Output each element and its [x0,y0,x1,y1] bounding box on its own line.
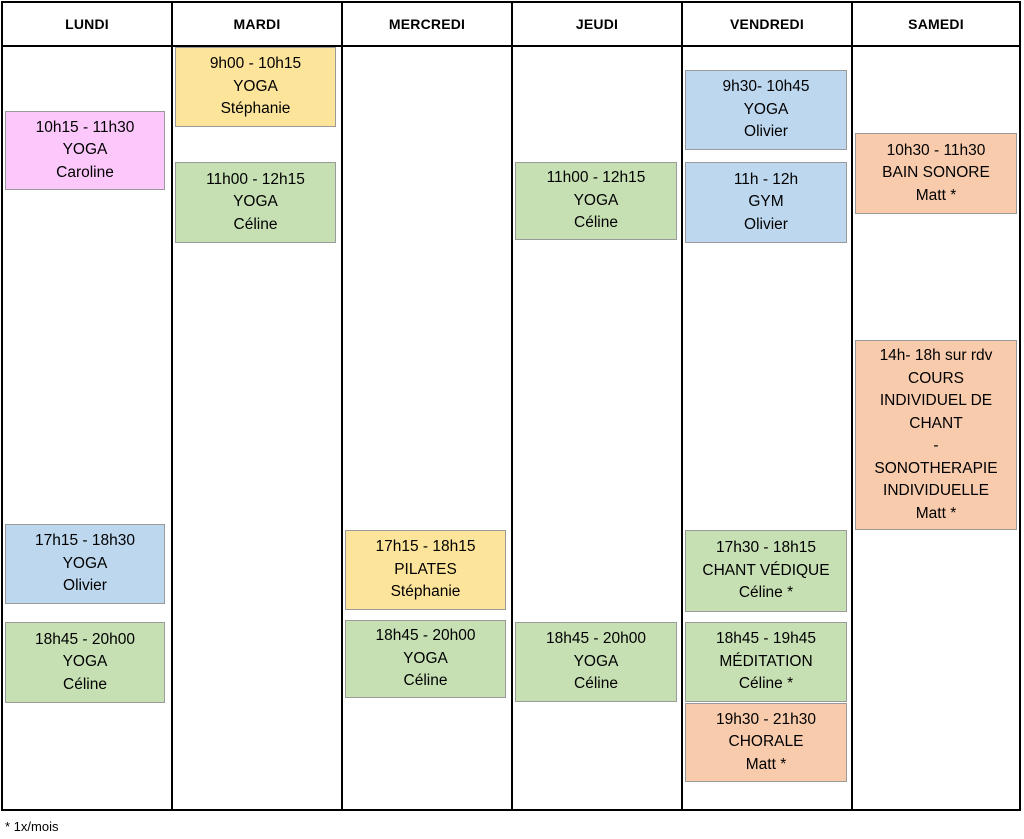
session-activity: CHANT [909,414,963,432]
session-activity: YOGA [62,653,108,671]
session-activity: YOGA [573,191,619,209]
session-activity: YOGA [573,652,619,670]
session-teacher: Céline * [738,584,794,602]
session-teacher: Céline [233,215,278,233]
session-card: 14h- 18h sur rdv COURS INDIVIDUEL DE CHA… [855,340,1017,530]
session-activity: BAIN SONORE [882,164,990,182]
session-activity: INDIVIDUEL DE [879,392,993,409]
column-divider [511,3,513,809]
session-time: 18h45 - 20h00 [546,630,646,648]
day-header-jeudi: JEUDI [575,16,619,32]
footnote: * 1x/mois [5,819,59,834]
session-time: 10h30 - 11h30 [886,141,986,159]
session-teacher: Olivier [744,123,788,141]
session-card: 17h15 - 18h15 PILATES Stéphanie [345,530,506,610]
session-time: 9h00 - 10h15 [209,55,302,73]
session-teacher: Olivier [63,577,107,595]
day-header-vendredi: VENDREDI [730,16,804,32]
session-card: 11h - 12h GYM Olivier [685,162,847,243]
session-card: 11h00 - 12h15 YOGA Céline [175,162,336,243]
session-time: 9h30- 10h45 [722,78,810,96]
session-activity: MÉDITATION [719,652,813,670]
session-time: 11h00 - 12h15 [546,169,646,187]
session-activity: CHORALE [728,733,804,751]
session-card: 18h45 - 20h00 YOGA Céline [345,620,506,698]
session-time: 17h15 - 18h15 [375,538,476,556]
session-time: 18h45 - 19h45 [716,630,816,648]
session-card: 19h30 - 21h30 CHORALE Matt * [685,703,847,782]
session-activity: YOGA [743,100,789,118]
session-card: 17h30 - 18h15 CHANT VÉDIQUE Céline * [685,530,847,612]
session-card: 11h00 - 12h15 YOGA Céline [515,162,677,240]
session-card: 9h00 - 10h15 YOGA Stéphanie [175,47,336,127]
session-time: 18h45 - 20h00 [375,627,476,645]
column-divider [341,3,343,809]
session-teacher: Céline [574,214,618,232]
session-activity: CHANT VÉDIQUE [702,561,830,579]
session-time: 10h15 - 11h30 [35,118,135,136]
session-time: 18h45 - 20h00 [35,630,135,648]
session-activity: YOGA [233,193,278,211]
session-separator: - [933,437,939,454]
session-card: 17h15 - 18h30 YOGA Olivier [5,524,165,604]
session-card: 10h15 - 11h30 YOGA Caroline [5,111,165,190]
column-divider [171,3,173,809]
session-teacher: Céline [574,675,618,693]
day-header-mercredi: MERCREDI [388,16,466,32]
session-activity: PILATES [394,560,457,578]
session-teacher: Matt * [915,504,957,522]
session-time: 14h- 18h sur rdv [879,347,993,364]
session-card: 18h45 - 20h00 YOGA Céline [515,622,677,702]
session-teacher: Caroline [56,163,114,181]
column-divider [851,3,853,809]
session-card: 18h45 - 19h45 MÉDITATION Céline * [685,622,847,702]
session-card: 9h30- 10h45 YOGA Olivier [685,70,847,150]
session-teacher: Céline [403,672,448,690]
session-time: 17h15 - 18h30 [35,532,135,550]
session-teacher: Stéphanie [390,583,461,601]
session-teacher: Matt * [745,755,787,773]
day-header-mardi: MARDI [233,16,281,32]
session-activity: YOGA [62,141,108,159]
session-teacher: Matt * [915,186,957,204]
session-activity: GYM [748,193,784,211]
session-activity: YOGA [233,77,278,95]
session-card: 10h30 - 11h30 BAIN SONORE Matt * [855,133,1017,214]
session-teacher: Olivier [744,215,788,233]
session-activity: YOGA [403,649,448,667]
session-card: 18h45 - 20h00 YOGA Céline [5,622,165,703]
day-header-lundi: LUNDI [65,16,109,32]
weekly-schedule-table: LUNDI MARDI MERCREDI JEUDI VENDREDI SAME… [1,1,1021,811]
session-activity: INDIVIDUELLE [883,482,989,499]
session-teacher: Stéphanie [220,100,291,118]
session-time: 17h30 - 18h15 [716,539,816,557]
day-header-samedi: SAMEDI [908,16,964,32]
session-teacher: Céline * [738,675,794,693]
session-activity: SONOTHERAPIE [874,459,998,477]
column-divider [681,3,683,809]
session-activity: YOGA [62,554,108,572]
session-teacher: Céline [63,675,107,693]
session-time: 11h - 12h [733,170,799,188]
session-time: 19h30 - 21h30 [716,710,816,728]
session-activity: COURS [908,369,964,387]
session-time: 11h00 - 12h15 [206,170,305,188]
